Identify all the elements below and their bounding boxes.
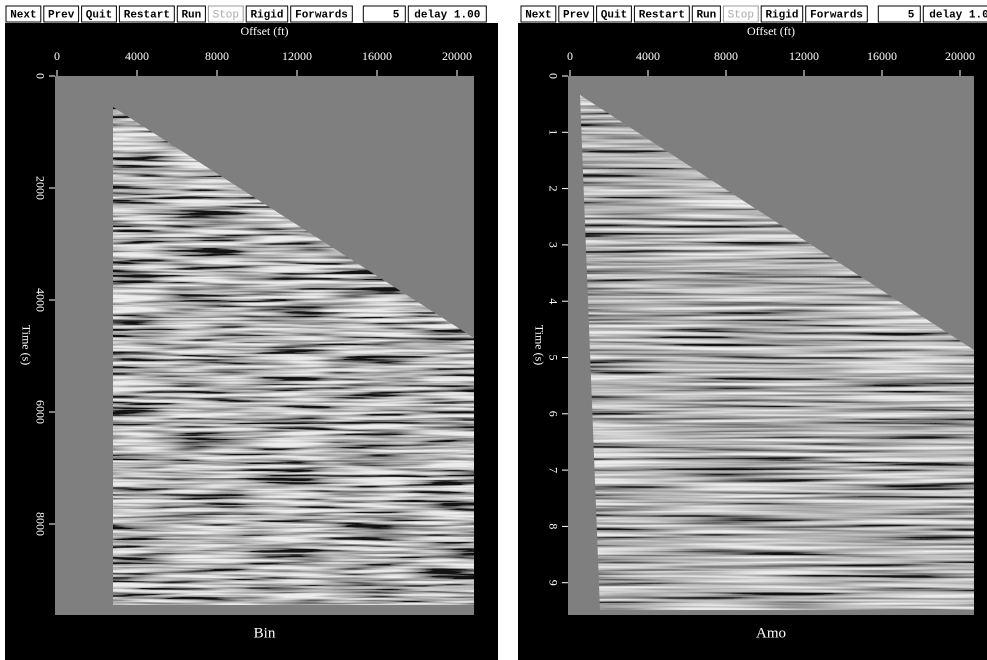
viewer-panel: Next Prev Quit Restart Run Stop Rigid Forwards 5… <box>5 5 498 660</box>
toolbar-button[interactable]: Prev <box>43 5 80 23</box>
button-frame[interactable] <box>118 5 175 23</box>
button-label[interactable]: Next <box>10 9 36 21</box>
button-frame[interactable] <box>691 5 721 23</box>
button-label[interactable]: Stop <box>213 9 239 21</box>
button-frame[interactable] <box>805 5 868 23</box>
button-frame[interactable] <box>760 5 804 23</box>
x-tick-label: 0 <box>567 49 573 63</box>
x-tick-label: 12000 <box>789 49 819 63</box>
x-tick-label: 4000 <box>125 49 149 63</box>
x-axis-label: Offset (ft) <box>747 24 795 38</box>
y-tick-label: 7 <box>546 467 560 473</box>
y-tick-label: 3 <box>546 242 560 248</box>
toolbar-button[interactable]: Quit <box>596 5 632 23</box>
y-tick-label: 8 <box>546 523 560 529</box>
button-frame[interactable] <box>290 5 353 23</box>
x-tick-label: 0 <box>54 49 60 63</box>
button-label[interactable]: Prev <box>48 9 75 21</box>
x-tick-label: 8000 <box>205 49 229 63</box>
x-tick-label: 16000 <box>867 49 897 63</box>
button-label[interactable]: Run <box>181 9 201 21</box>
button-frame[interactable] <box>5 5 42 23</box>
toolbar-button[interactable]: delay 1.00 <box>922 5 987 23</box>
toolbar-button[interactable]: Stop <box>722 5 759 23</box>
toolbar-button[interactable]: Restart <box>118 5 175 23</box>
toolbar-button[interactable]: Stop <box>207 5 244 23</box>
x-tick-label: 20000 <box>945 49 975 63</box>
button-label[interactable]: Forwards <box>295 9 348 21</box>
button-frame[interactable] <box>722 5 759 23</box>
toolbar-button[interactable]: Rigid <box>760 5 804 23</box>
button-frame[interactable] <box>407 5 487 23</box>
toolbar-button[interactable]: Run <box>176 5 206 23</box>
toolbar-button[interactable]: delay 1.00 <box>407 5 487 23</box>
button-frame[interactable] <box>245 5 289 23</box>
y-tick-label: 1 <box>546 129 560 135</box>
toolbar-button[interactable]: Run <box>691 5 721 23</box>
button-label: 5 <box>908 9 915 21</box>
button-frame <box>877 5 921 23</box>
x-tick-label: 8000 <box>714 49 738 63</box>
button-frame[interactable] <box>81 5 117 23</box>
toolbar-button[interactable]: Rigid <box>245 5 289 23</box>
button-frame[interactable] <box>43 5 80 23</box>
panel-caption: Amo <box>756 625 786 641</box>
y-tick-label: 6 <box>546 411 560 417</box>
y-tick-label: 5 <box>546 355 560 361</box>
x-axis-label: Offset (ft) <box>240 24 288 38</box>
toolbar-button: 5 <box>877 5 921 23</box>
button-frame[interactable] <box>596 5 632 23</box>
button-frame[interactable] <box>207 5 244 23</box>
toolbar-button[interactable]: Prev <box>558 5 595 23</box>
panel-caption: Bin <box>254 625 276 641</box>
toolbar-button[interactable]: Restart <box>633 5 690 23</box>
y-axis-label: Time (s) <box>532 325 546 366</box>
viewer-panel: Next Prev Quit Restart Run Stop Rigid Forwards 5… <box>518 5 987 660</box>
x-tick-label: 4000 <box>636 49 660 63</box>
button-label[interactable]: Rigid <box>765 9 798 21</box>
x-tick-label: 20000 <box>442 49 472 63</box>
toolbar-button[interactable]: Next <box>5 5 42 23</box>
button-frame[interactable] <box>520 5 557 23</box>
y-tick-label: 4000 <box>33 288 47 312</box>
y-tick-label: 4 <box>546 298 560 304</box>
y-tick-label: 8000 <box>33 512 47 536</box>
toolbar-button[interactable]: Quit <box>81 5 117 23</box>
button-label[interactable]: Next <box>525 9 551 21</box>
button-label[interactable]: Quit <box>601 9 627 21</box>
button-frame[interactable] <box>176 5 206 23</box>
button-label[interactable]: Rigid <box>250 9 283 21</box>
toolbar-button[interactable]: Forwards <box>290 5 353 23</box>
x-tick-label: 16000 <box>362 49 392 63</box>
button-frame <box>362 5 406 23</box>
y-tick-label: 9 <box>546 580 560 586</box>
button-label[interactable]: delay 1.00 <box>414 9 480 21</box>
x-tick-label: 12000 <box>282 49 312 63</box>
y-tick-label: 2000 <box>33 176 47 200</box>
button-label[interactable]: Restart <box>124 9 170 21</box>
button-label: 5 <box>393 9 400 21</box>
button-label[interactable]: Forwards <box>810 9 863 21</box>
y-axis-label: Time (s) <box>19 325 33 366</box>
toolbar-button[interactable]: Next <box>520 5 557 23</box>
y-tick-label: 2 <box>546 186 560 192</box>
button-label[interactable]: Prev <box>563 9 590 21</box>
button-label[interactable]: Stop <box>728 9 754 21</box>
y-tick-label: 0 <box>546 73 560 79</box>
y-tick-label: 0 <box>33 73 47 79</box>
button-label[interactable]: delay 1.00 <box>929 9 987 21</box>
toolbar-button[interactable]: Forwards <box>805 5 868 23</box>
button-label[interactable]: Quit <box>86 9 112 21</box>
button-frame[interactable] <box>558 5 595 23</box>
button-frame[interactable] <box>922 5 987 23</box>
button-label[interactable]: Run <box>696 9 716 21</box>
toolbar-button: 5 <box>362 5 406 23</box>
y-tick-label: 6000 <box>33 400 47 424</box>
button-label[interactable]: Restart <box>639 9 685 21</box>
button-frame[interactable] <box>633 5 690 23</box>
